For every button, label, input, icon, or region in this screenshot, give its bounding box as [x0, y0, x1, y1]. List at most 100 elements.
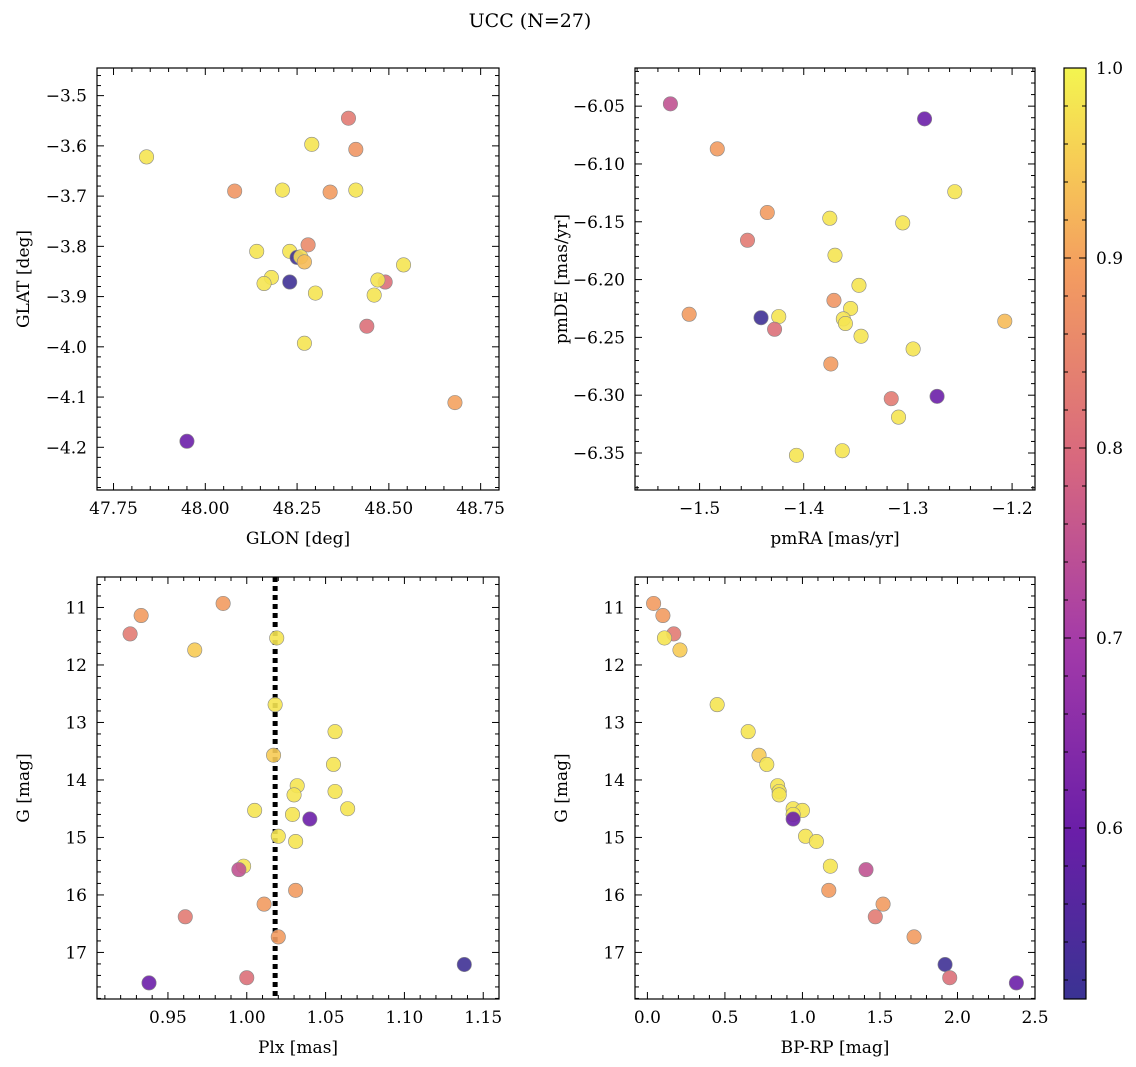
x-tick-label: 0.5 [711, 1008, 738, 1028]
x-tick-label: −1.2 [991, 499, 1032, 519]
data-point [296, 335, 312, 351]
y-tick-label: −6.30 [573, 386, 625, 406]
data-point [997, 313, 1013, 329]
panel-pmra-pmde: −1.5 −1.4 −1.3 −1.2 −6.05 −6.10 −6.15 −6.20 −6.2… [552, 67, 1036, 549]
x-axis-label: Plx [mas] [258, 1038, 338, 1058]
y-tick-label: 16 [65, 886, 87, 906]
data-point [759, 756, 775, 772]
data-point [906, 929, 922, 945]
axes-frame [96, 67, 500, 491]
data-point [895, 215, 911, 231]
y-tick-label: −3.9 [46, 288, 87, 308]
y-tick-label: 15 [603, 828, 625, 848]
data-point [662, 96, 678, 112]
plot-area [635, 577, 1035, 999]
x-tick-label: −1.5 [679, 499, 720, 519]
data-point [681, 306, 697, 322]
x-tick-label: 48.75 [456, 499, 505, 519]
axes-frame [634, 576, 1036, 1000]
x-tick-label: −1.4 [783, 499, 824, 519]
y-tick-label: −6.35 [573, 444, 625, 464]
data-point [759, 205, 775, 221]
data-point [249, 243, 265, 259]
y-axis-label: G [mag] [552, 753, 572, 822]
data-point [837, 316, 853, 332]
data-point [359, 318, 375, 334]
y-tick-label: 13 [603, 713, 625, 733]
data-point [891, 409, 907, 425]
data-point [274, 182, 290, 198]
y-tick-label: −4.2 [46, 438, 87, 458]
x-tick-label: 2.5 [1021, 1008, 1048, 1028]
data-point [322, 184, 338, 200]
data-point [340, 110, 356, 126]
data-point [823, 356, 839, 372]
data-point [256, 896, 272, 912]
x-tick-label: 47.75 [89, 499, 138, 519]
data-point [843, 300, 859, 316]
y-tick-label: 12 [65, 656, 87, 676]
x-axis-label: BP-RP [mag] [781, 1038, 890, 1058]
colorbar-frame [1063, 67, 1087, 1000]
data-point [826, 292, 842, 308]
data-point [269, 630, 285, 646]
data-point [340, 801, 356, 817]
y-axis-label: G [mag] [14, 753, 34, 822]
y-tick-label: 11 [603, 598, 625, 618]
data-point [288, 882, 304, 898]
data-point [366, 287, 382, 303]
data-point [370, 272, 386, 288]
data-point [821, 882, 837, 898]
data-point [447, 395, 463, 411]
data-point [227, 183, 243, 199]
y-tick-label: 13 [65, 713, 87, 733]
y-tick-label: −6.20 [573, 271, 625, 291]
colorbar: 0.6 0.7 0.8 0.9 1.0 [1063, 59, 1123, 1000]
x-tick-label: 1.00 [228, 1008, 266, 1028]
data-point [709, 141, 725, 157]
colorbar-tick-label: 0.8 [1096, 439, 1123, 459]
panel-bprp-g: 0.0 0.5 1.0 1.5 2.0 2.5 11 12 13 14 15 16 17 BP-RP [m… [552, 576, 1049, 1058]
x-axis-label: pmRA [mas/yr] [770, 529, 899, 549]
y-tick-label: −6.10 [573, 155, 625, 175]
x-tick-label: 2.0 [944, 1008, 971, 1028]
data-point [288, 833, 304, 849]
data-point [348, 141, 364, 157]
x-tick-label: 0.95 [149, 1008, 187, 1028]
data-point [851, 277, 867, 293]
data-point [785, 811, 801, 827]
data-point [767, 321, 783, 337]
data-point [256, 276, 272, 292]
data-point [867, 909, 883, 925]
data-point [327, 783, 343, 799]
data-point [302, 811, 318, 827]
panel-plx-g: 0.95 1.00 1.05 1.10 1.15 11 12 13 14 15 16 17 Plx [m… [14, 576, 502, 1058]
data-point [284, 806, 300, 822]
colorbar-tick-label: 0.6 [1096, 819, 1123, 839]
colorbar-gradient [1064, 68, 1086, 999]
data-point [307, 285, 323, 301]
y-tick-label: −6.05 [573, 97, 625, 117]
x-tick-label: 1.05 [307, 1008, 345, 1028]
y-tick-label: 14 [603, 771, 625, 791]
data-point [177, 909, 193, 925]
y-tick-label: 14 [65, 771, 87, 791]
data-point [858, 862, 874, 878]
y-axis-label: GLAT [deg] [14, 230, 34, 328]
y-tick-label: 17 [603, 943, 625, 963]
data-point [672, 642, 688, 658]
y-tick-label: −4.0 [46, 338, 87, 358]
colorbar-tick-label: 0.7 [1096, 629, 1123, 649]
x-axis-label: GLON [deg] [246, 529, 350, 549]
data-point [327, 724, 343, 740]
data-point [133, 608, 149, 624]
data-point [834, 443, 850, 459]
plot-area [97, 68, 499, 490]
data-point [187, 642, 203, 658]
y-tick-label: −6.25 [573, 328, 625, 348]
y-tick-label: −3.7 [46, 187, 87, 207]
x-tick-label: 48.00 [181, 499, 230, 519]
data-point [304, 136, 320, 152]
colorbar-tick-label: 1.0 [1096, 59, 1123, 79]
data-point [348, 182, 364, 198]
